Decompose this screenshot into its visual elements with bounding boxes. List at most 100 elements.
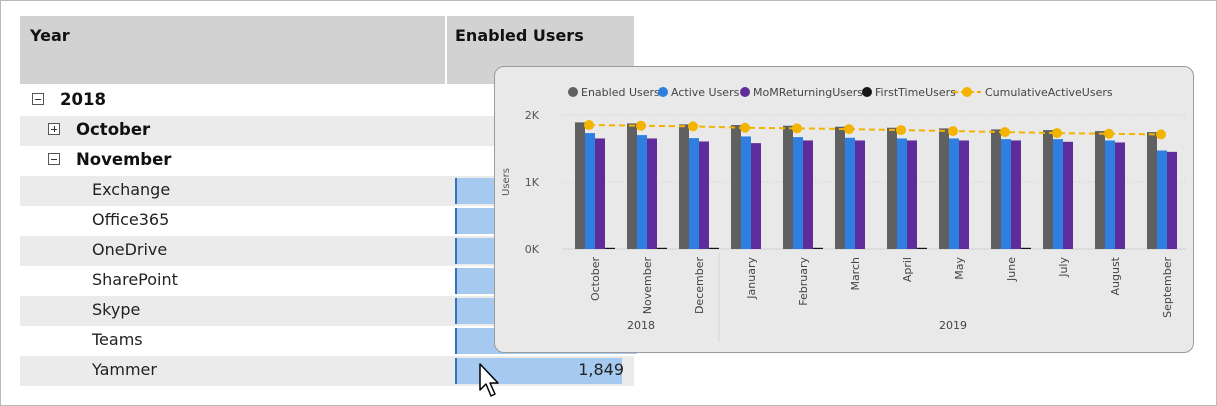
- mouse-cursor-icon: [479, 363, 499, 397]
- bar: [751, 143, 761, 249]
- line-point: [636, 120, 646, 131]
- workload-label: OneDrive: [92, 240, 168, 259]
- legend-marker: [740, 87, 750, 97]
- bar: [679, 124, 689, 249]
- legend-label: Enabled Users: [581, 86, 660, 99]
- month-label-october: October: [76, 120, 151, 139]
- legend-marker: [962, 87, 972, 97]
- line-point: [792, 123, 802, 134]
- bar: [1167, 151, 1177, 249]
- bar: [605, 247, 615, 249]
- bar: [939, 128, 949, 249]
- y-tick-label: 1K: [525, 176, 540, 189]
- line-point: [584, 120, 594, 131]
- x-tick-label: December: [693, 257, 706, 315]
- legend-marker: [862, 87, 872, 97]
- bar: [897, 138, 907, 249]
- line-point: [1000, 127, 1010, 138]
- x-tick-label: March: [849, 257, 862, 291]
- table-row[interactable]: Yammer 1,849: [20, 356, 634, 386]
- legend-label: CumulativeActiveUsers: [985, 86, 1113, 99]
- bar: [1011, 140, 1021, 249]
- bar: [627, 123, 637, 249]
- x-tick-label: September: [1161, 257, 1174, 318]
- bar: [657, 247, 667, 249]
- bar: [949, 138, 959, 249]
- year-group-label: 2019: [939, 319, 967, 332]
- bar: [1147, 132, 1157, 249]
- bar: [637, 135, 647, 249]
- collapse-month-button[interactable]: [48, 153, 60, 165]
- x-tick-label: July: [1057, 257, 1070, 278]
- bar: [575, 122, 585, 249]
- enabled-users-value: 1,849: [578, 360, 624, 379]
- line-point: [740, 122, 750, 133]
- bar: [845, 137, 855, 249]
- bar: [1157, 150, 1167, 249]
- year-header-label: Year: [30, 26, 70, 45]
- bar: [1115, 142, 1125, 249]
- line-point: [896, 125, 906, 136]
- enabled-users-header-label: Enabled Users: [455, 26, 584, 45]
- y-axis-label: Users: [501, 168, 512, 196]
- line-point: [844, 124, 854, 135]
- bar: [803, 140, 813, 249]
- bar: [855, 140, 865, 249]
- x-tick-label: August: [1109, 256, 1122, 295]
- bar: [585, 133, 595, 249]
- bar: [835, 126, 845, 249]
- bar: [689, 138, 699, 249]
- x-tick-label: May: [953, 257, 966, 280]
- bar: [1105, 140, 1115, 249]
- bar: [595, 138, 605, 249]
- collapse-year-button[interactable]: [32, 93, 44, 105]
- bar: [699, 141, 709, 249]
- line-point: [1104, 128, 1114, 139]
- y-tick-label: 2K: [525, 109, 540, 122]
- chart-card[interactable]: Enabled Users Active Users MoMReturningUse…: [494, 66, 1194, 353]
- bar: [887, 127, 897, 249]
- x-tick-label: February: [797, 257, 810, 306]
- bar: [793, 137, 803, 249]
- x-tick-label: October: [589, 257, 602, 301]
- workload-label: Office365: [92, 210, 170, 229]
- combo-chart: Enabled Users Active Users MoMReturningUse…: [501, 86, 1187, 342]
- bar: [647, 138, 657, 249]
- legend-label: MoMReturningUsers: [753, 86, 863, 99]
- workload-label: Exchange: [92, 180, 171, 199]
- line-point: [688, 121, 698, 132]
- expand-month-button[interactable]: [48, 123, 60, 135]
- bar: [991, 129, 1001, 249]
- bar: [1043, 130, 1053, 249]
- legend-marker: [568, 87, 578, 97]
- bar: [813, 247, 823, 249]
- bar: [1001, 139, 1011, 249]
- y-tick-label: 0K: [525, 243, 540, 256]
- workload-label: Skype: [92, 300, 141, 319]
- year-column-header[interactable]: Year: [20, 16, 445, 84]
- line-point: [948, 126, 958, 137]
- x-tick-label: June: [1005, 257, 1018, 282]
- year-group-label: 2018: [627, 319, 655, 332]
- month-label-november: November: [76, 150, 172, 169]
- bar: [783, 125, 793, 249]
- bar: [1095, 131, 1105, 249]
- year-row-2018: 2018: [20, 86, 634, 116]
- line-point: [1156, 129, 1166, 140]
- bar: [1053, 139, 1063, 249]
- bar: [1063, 141, 1073, 249]
- month-row-november: November: [20, 146, 634, 176]
- x-tick-label: November: [641, 257, 654, 315]
- year-label: 2018: [60, 90, 106, 109]
- bar: [709, 247, 719, 249]
- workload-label: SharePoint: [92, 270, 178, 289]
- legend-label: Active Users: [671, 86, 740, 99]
- bar: [731, 125, 741, 249]
- line-point: [1052, 128, 1062, 139]
- bar: [959, 140, 969, 249]
- x-tick-label: January: [745, 257, 758, 300]
- x-tick-label: April: [901, 257, 914, 282]
- legend-marker: [658, 87, 668, 97]
- workload-label: Teams: [92, 330, 143, 349]
- bar: [917, 247, 927, 249]
